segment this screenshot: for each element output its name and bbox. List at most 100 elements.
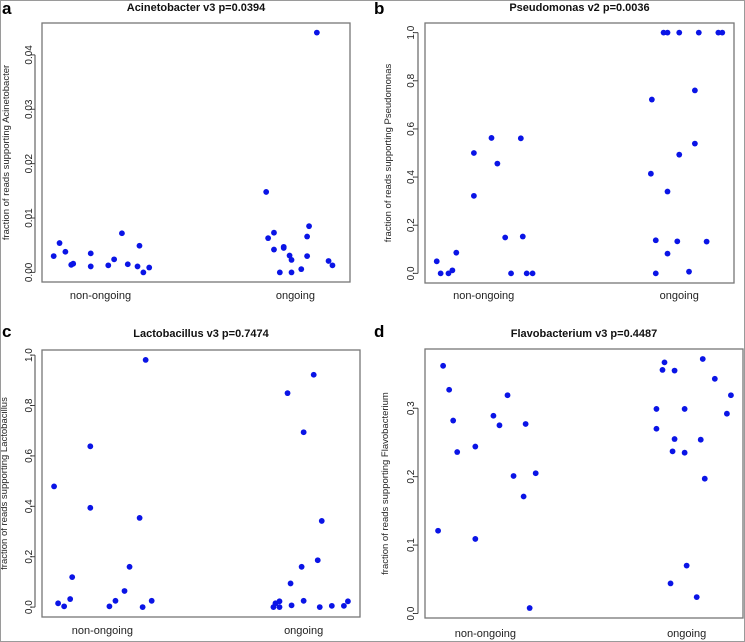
data-point-ongoing (310, 371, 317, 378)
data-point-non-ongoing (139, 604, 146, 611)
data-point-non-ongoing (449, 267, 456, 274)
data-point-non-ongoing (61, 603, 68, 610)
data-point-ongoing (304, 233, 311, 240)
data-point-non-ongoing (496, 422, 503, 429)
data-point-ongoing (314, 557, 321, 564)
data-point-non-ongoing (450, 417, 457, 424)
y-tick-label: 0.0 (406, 266, 417, 280)
data-point-ongoing (691, 87, 698, 94)
data-point-non-ongoing (87, 443, 94, 450)
data-point-ongoing (719, 29, 726, 36)
y-axis-label: fraction of reads supporting Acinetobact… (1, 65, 12, 240)
data-point-ongoing (288, 269, 295, 276)
x-tick-label: non-ongoing (455, 628, 516, 640)
y-axis-label: fraction of reads supporting Flavobacter… (380, 392, 391, 575)
data-point-non-ongoing (437, 270, 444, 277)
data-point-non-ongoing (532, 470, 539, 477)
data-point-non-ongoing (435, 527, 441, 534)
x-tick-label: ongoing (276, 290, 315, 302)
y-tick-label: 0.4 (406, 170, 417, 184)
data-point-non-ongoing (454, 449, 461, 455)
data-point-ongoing (263, 189, 270, 195)
data-point-non-ongoing (470, 192, 477, 199)
data-point-non-ongoing (136, 514, 143, 521)
data-point-ongoing (300, 429, 307, 436)
data-point-ongoing (648, 96, 655, 103)
data-point-non-ongoing (51, 483, 57, 490)
data-point-non-ongoing (529, 270, 536, 277)
chart-title: Flavobacterium v3 p=0.4487 (511, 328, 657, 340)
data-point-ongoing (701, 475, 708, 482)
data-point-ongoing (703, 238, 710, 245)
data-point-ongoing (288, 257, 295, 263)
data-point-non-ongoing (62, 248, 69, 255)
data-point-ongoing (699, 356, 706, 362)
data-point-ongoing (691, 140, 698, 147)
data-point-ongoing (271, 229, 277, 236)
data-point-ongoing (345, 598, 351, 605)
data-point-non-ongoing (488, 135, 495, 141)
y-axis-label: fraction of reads supporting Pseudomonas (383, 64, 394, 243)
data-point-ongoing (316, 604, 323, 611)
data-point-non-ongoing (446, 386, 453, 393)
panel-letter: a (2, 1, 12, 18)
data-point-ongoing (695, 29, 702, 36)
y-tick-label: 0.2 (406, 218, 417, 232)
y-tick-label: 0.04 (24, 45, 35, 65)
data-point-non-ongoing (87, 250, 94, 257)
data-point-non-ongoing (124, 261, 131, 268)
data-point-non-ongoing (445, 270, 452, 277)
data-point-non-ongoing (517, 135, 524, 142)
data-point-ongoing (676, 29, 683, 36)
data-point-ongoing (298, 266, 305, 273)
data-point-ongoing (723, 410, 730, 417)
data-point-non-ongoing (121, 588, 128, 594)
data-point-ongoing (652, 237, 659, 244)
data-point-ongoing (647, 170, 654, 177)
x-tick-label: ongoing (284, 625, 323, 637)
data-point-ongoing (286, 252, 293, 259)
data-point-ongoing (671, 436, 678, 442)
data-point-non-ongoing (70, 260, 77, 267)
data-point-ongoing (681, 406, 688, 412)
data-point-ongoing (284, 390, 291, 397)
data-point-ongoing (728, 392, 734, 399)
data-point-non-ongoing (50, 253, 57, 259)
data-point-non-ongoing (490, 412, 497, 419)
data-point-ongoing (287, 580, 294, 587)
panel-letter: b (374, 1, 384, 18)
data-point-ongoing (671, 367, 678, 374)
x-tick-label: non-ongoing (72, 625, 133, 637)
plot-box (424, 348, 744, 619)
data-point-ongoing (280, 243, 287, 250)
x-tick-label: ongoing (667, 628, 706, 640)
data-point-non-ongoing (494, 160, 501, 167)
data-point-ongoing (318, 518, 325, 524)
data-point-non-ongoing (142, 356, 149, 363)
data-point-ongoing (664, 29, 671, 36)
data-point-non-ongoing (502, 234, 509, 241)
data-point-non-ongoing (87, 263, 94, 270)
data-point-non-ongoing (126, 563, 133, 570)
y-tick-label: 0.6 (24, 449, 35, 463)
panel-letter: c (2, 322, 11, 341)
chart-title: Lactobacillus v3 p=0.7474 (133, 328, 269, 340)
y-tick-label: 0.01 (24, 208, 35, 228)
data-point-ongoing (669, 448, 676, 455)
data-point-non-ongoing (67, 596, 74, 602)
data-point-ongoing (674, 238, 681, 245)
y-tick-label: 1.0 (406, 25, 417, 39)
data-point-non-ongoing (112, 597, 119, 604)
x-tick-label: non-ongoing (453, 290, 514, 302)
data-point-non-ongoing (472, 443, 479, 450)
y-tick-label: 0.8 (24, 398, 35, 412)
chart-title: Acinetobacter v3 p=0.0394 (127, 2, 266, 14)
data-point-ongoing (667, 580, 674, 587)
data-point-non-ongoing (111, 256, 118, 263)
plot-box (41, 349, 361, 618)
data-point-non-ongoing (526, 605, 533, 611)
data-point-ongoing (686, 268, 692, 275)
data-point-ongoing (340, 602, 347, 609)
